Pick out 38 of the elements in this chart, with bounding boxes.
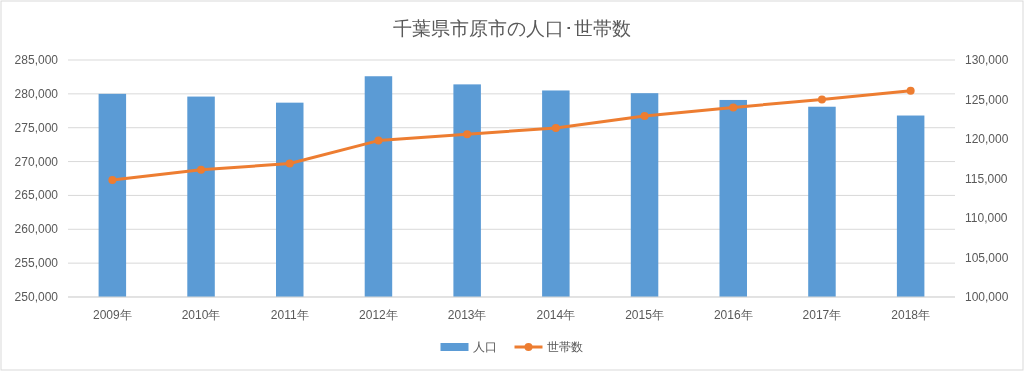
point (906, 86, 915, 95)
point (108, 176, 117, 185)
legend-label: 人口 (472, 340, 497, 354)
y2-tick-label: 130,000 (965, 53, 1009, 67)
y-tick-label: 255,000 (14, 256, 59, 271)
x-tick-label: 2010年 (181, 308, 221, 322)
x-tick-label: 2014年 (536, 308, 576, 322)
chart-title: 千葉県市原市の人口･世帯数 (393, 18, 631, 39)
point (463, 130, 472, 139)
y-tick-label: 250,000 (14, 290, 59, 304)
y-tick-label: 275,000 (14, 120, 59, 135)
point (551, 123, 560, 132)
x-tick-label: 2012年 (359, 308, 398, 322)
point (197, 165, 206, 174)
point (374, 136, 383, 145)
legend-label: 世帯数 (546, 340, 583, 354)
point (817, 95, 826, 104)
point (640, 112, 649, 121)
x-tick-label: 2018年 (891, 308, 930, 322)
x-tick-label: 2013年 (447, 308, 487, 322)
point (285, 159, 294, 168)
y-tick-label: 285,000 (14, 53, 59, 67)
y2-tick-label: 100,000 (965, 290, 1009, 304)
y-tick-label: 270,000 (14, 154, 59, 169)
x-tick-label: 2015年 (625, 308, 664, 322)
x-tick-label: 2009年 (93, 308, 132, 322)
y2-tick-label: 125,000 (965, 92, 1009, 107)
y-tick-label: 280,000 (14, 86, 59, 101)
x-tick-label: 2011年 (270, 308, 309, 322)
y2-tick-label: 105,000 (965, 250, 1009, 265)
y-tick-label: 260,000 (14, 222, 59, 237)
y-tick-label: 265,000 (14, 188, 59, 203)
x-tick-label: 2017年 (802, 308, 842, 322)
x-tick-label: 2016年 (713, 308, 753, 322)
y2-tick-label: 110,000 (965, 211, 1008, 225)
point (729, 103, 738, 112)
y2-tick-label: 120,000 (965, 132, 1009, 146)
y2-tick-label: 115,000 (965, 171, 1008, 186)
